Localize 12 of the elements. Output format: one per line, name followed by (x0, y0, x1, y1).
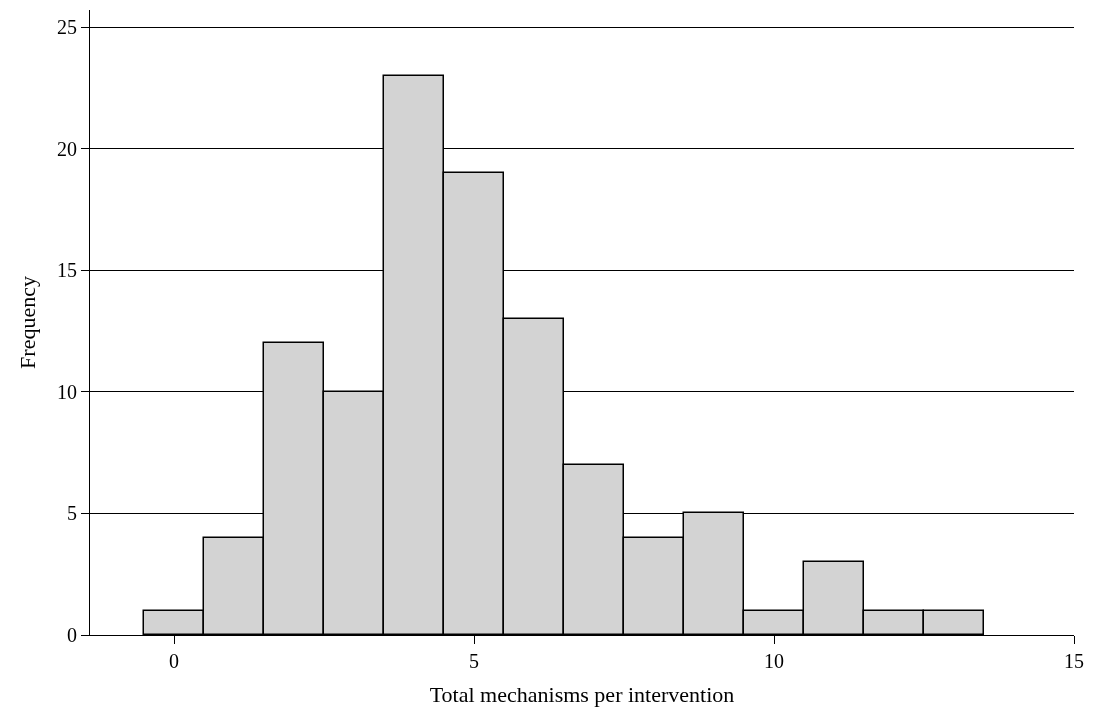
y-tick-label: 0 (67, 624, 77, 646)
x-tick-label: 5 (469, 650, 479, 672)
x-tick-label: 0 (169, 650, 179, 672)
y-tick-label: 5 (67, 502, 77, 525)
x-tick-label: 10 (764, 650, 784, 672)
y-tick-label: 25 (57, 16, 77, 39)
y-tick-label: 20 (57, 137, 77, 160)
x-tick-label: 15 (1064, 650, 1084, 672)
x-axis-title: Total mechanisms per intervention (429, 681, 735, 707)
y-tick-label: 15 (57, 259, 77, 282)
y-axis-title: Frequency (14, 276, 40, 369)
y-tick-label: 10 (57, 380, 77, 403)
